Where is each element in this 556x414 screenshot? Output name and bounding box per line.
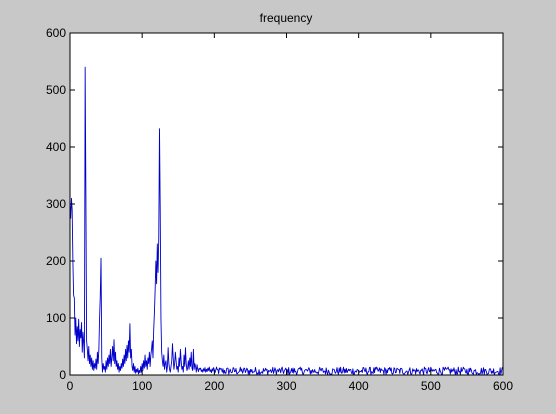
y-tick-label: 600 <box>46 26 66 40</box>
axes: 0 100 200 300 400 500 600 0 100 200 300 400 500 600 <box>46 26 513 393</box>
y-tick-label: 0 <box>59 368 66 382</box>
y-tick-label: 500 <box>46 83 66 97</box>
y-tick-label: 400 <box>46 140 66 154</box>
x-tick-label: 500 <box>421 379 441 393</box>
y-tick-label: 100 <box>46 311 66 325</box>
x-tick-label: 600 <box>493 379 513 393</box>
x-tick-label: 100 <box>132 379 152 393</box>
y-tick-label: 200 <box>46 254 66 268</box>
y-tick-label: 300 <box>46 197 66 211</box>
x-tick-label: 0 <box>67 379 74 393</box>
x-tick-label: 400 <box>349 379 369 393</box>
chart-title: frequency <box>260 11 313 25</box>
plot-area <box>70 33 503 375</box>
x-tick-label: 200 <box>204 379 224 393</box>
x-tick-label: 300 <box>276 379 296 393</box>
